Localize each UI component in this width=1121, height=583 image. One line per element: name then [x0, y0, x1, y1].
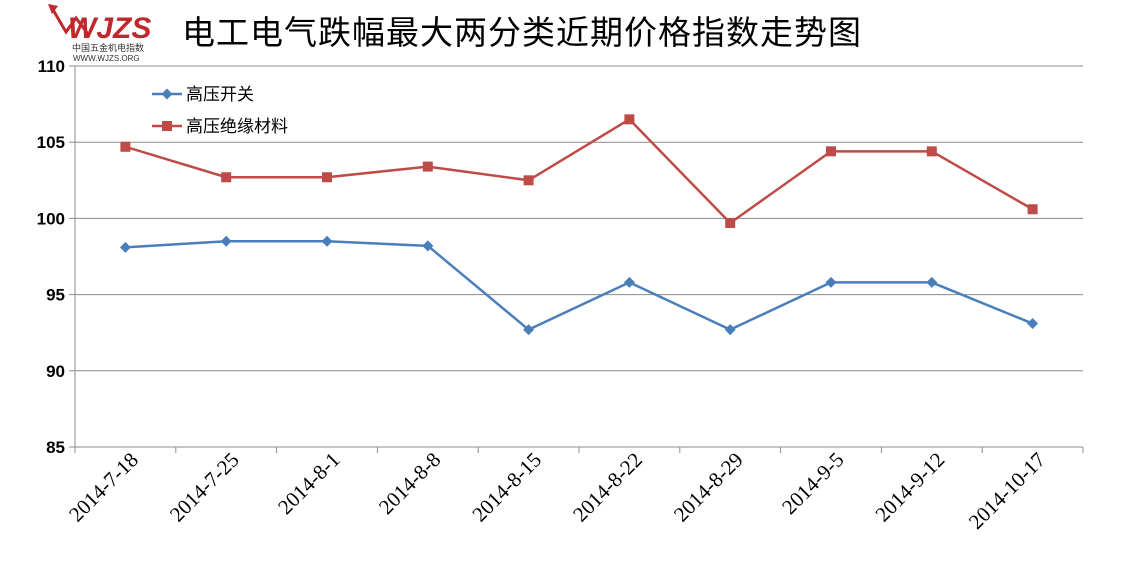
wjzs-logo: WJZS 中国五金机电指数 WWW.WJZS.ORG — [46, 2, 164, 66]
data-point — [523, 324, 535, 336]
y-tick-label: 105 — [37, 133, 65, 152]
data-point — [422, 240, 434, 252]
data-point — [220, 235, 232, 247]
x-tick-label: 2014-7-18 — [64, 448, 143, 527]
logo-arrow-icon: WJZS 中国五金机电指数 WWW.WJZS.ORG — [48, 4, 151, 63]
x-axis-ticks: 2014-7-18 2014-7-25 2014-8-1 2014-8-8 2014-8… — [64, 447, 1084, 534]
series-line — [125, 240, 1034, 331]
legend-swatch-marker — [162, 121, 172, 131]
logo-mark: WJZS — [68, 12, 151, 45]
data-point — [926, 146, 937, 157]
data-point — [623, 276, 635, 288]
series-line — [125, 118, 1034, 225]
x-tick-label: 2014-8-8 — [374, 448, 445, 519]
data-point — [1027, 204, 1038, 215]
logo-subtitle: 中国五金机电指数 — [72, 42, 144, 54]
x-tick-label: 2014-10-17 — [964, 448, 1050, 534]
legend-item: 高压绝缘材料 — [152, 117, 288, 137]
data-point — [221, 172, 232, 183]
data-point — [926, 276, 938, 288]
legend-label: 高压开关 — [186, 85, 254, 105]
y-tick-label: 90 — [46, 362, 65, 381]
data-point — [725, 217, 736, 228]
data-point — [624, 114, 635, 125]
gridlines — [75, 65, 1083, 372]
y-tick-label: 100 — [37, 209, 65, 228]
chart-title: 电工电气跌幅最大两分类近期价格指数走势图 — [182, 13, 862, 52]
series-layer — [119, 114, 1039, 336]
x-tick-label: 2014-8-29 — [669, 448, 748, 527]
y-axis-ticks: 85 90 95 100 105 110 — [37, 57, 75, 457]
x-tick-label: 2014-8-1 — [273, 448, 344, 519]
logo-url: WWW.WJZS.ORG — [73, 54, 140, 63]
data-point — [523, 175, 534, 186]
data-point — [422, 161, 433, 172]
data-point — [825, 276, 837, 288]
data-point — [724, 324, 736, 336]
series-2 — [120, 114, 1038, 228]
y-tick-label: 85 — [46, 438, 65, 457]
data-point — [120, 141, 131, 152]
legend-swatch-marker — [161, 88, 173, 100]
legend-item: 高压开关 — [152, 85, 254, 105]
data-point — [321, 235, 333, 247]
data-point — [119, 241, 131, 253]
legend-label: 高压绝缘材料 — [186, 117, 288, 137]
data-point — [322, 172, 332, 183]
x-tick-label: 2014-8-15 — [467, 448, 546, 527]
x-tick-label: 2014-7-25 — [165, 448, 244, 527]
y-tick-label: 95 — [46, 286, 65, 305]
x-tick-label: 2014-9-12 — [870, 448, 949, 527]
y-tick-label: 110 — [38, 57, 65, 76]
data-point — [1027, 318, 1039, 330]
x-tick-label: 2014-8-22 — [568, 448, 647, 527]
series-1 — [119, 235, 1039, 336]
x-tick-label: 2014-9-5 — [777, 448, 848, 519]
data-point — [826, 146, 836, 157]
